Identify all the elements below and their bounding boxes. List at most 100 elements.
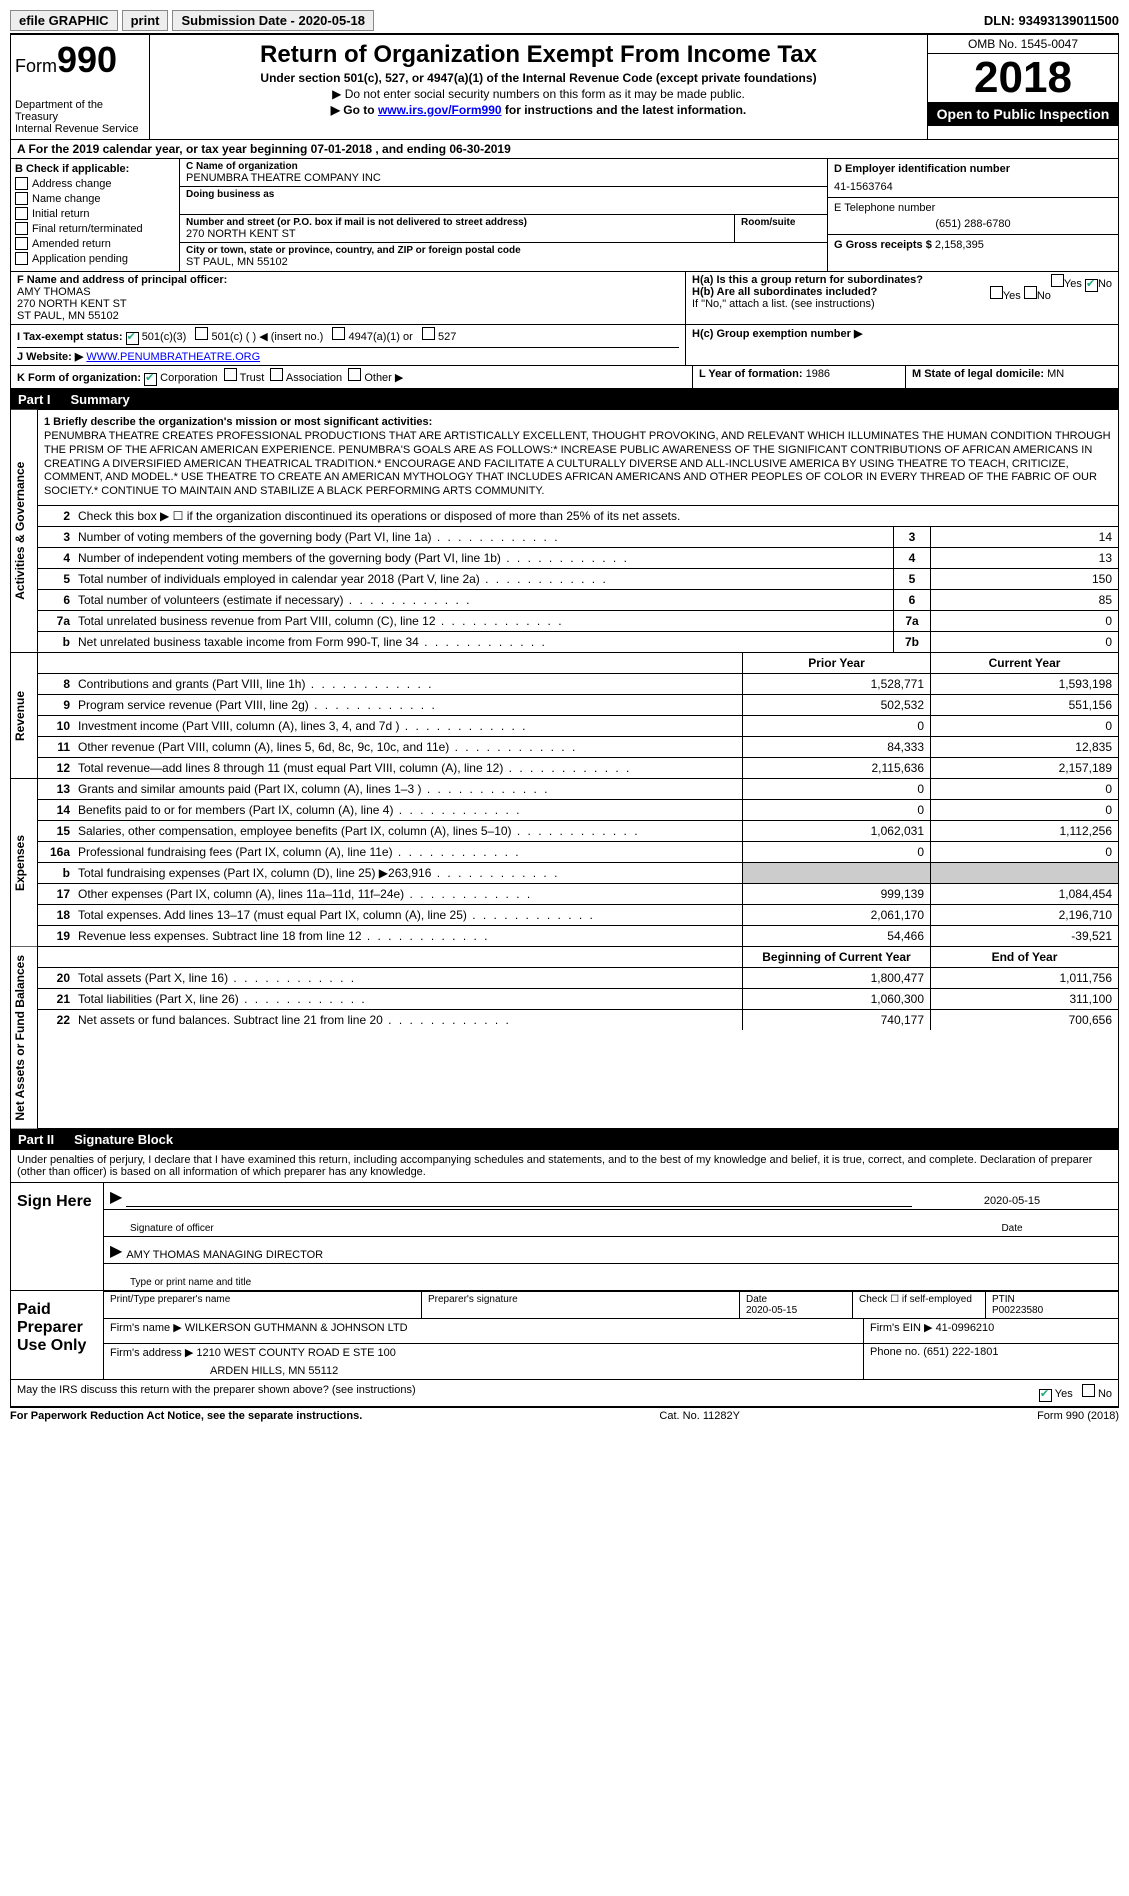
table-row: 11Other revenue (Part VIII, column (A), …	[38, 737, 1118, 758]
application-pending-checkbox[interactable]	[15, 252, 28, 265]
section-b-label: B Check if applicable:	[15, 163, 175, 175]
domicile-label: M State of legal domicile:	[912, 368, 1044, 380]
submission-date-label: Submission Date - 2020-05-18	[172, 10, 374, 31]
ssn-note: ▶ Do not enter social security numbers o…	[154, 87, 923, 101]
527-checkbox[interactable]	[422, 327, 435, 340]
table-row: 18Total expenses. Add lines 13–17 (must …	[38, 905, 1118, 926]
table-row: 15Salaries, other compensation, employee…	[38, 821, 1118, 842]
corp-checkbox[interactable]	[144, 373, 157, 386]
officer-printed-name: AMY THOMAS MANAGING DIRECTOR	[126, 1249, 323, 1261]
ein-value: 41-1563764	[834, 181, 1112, 193]
501c-checkbox[interactable]	[195, 327, 208, 340]
phone-value: (651) 288-6780	[834, 218, 1112, 230]
table-row: 19Revenue less expenses. Subtract line 1…	[38, 926, 1118, 946]
ha-yes-checkbox[interactable]	[1051, 274, 1064, 287]
gross-receipts-label: G Gross receipts $	[834, 239, 932, 251]
assoc-checkbox[interactable]	[270, 368, 283, 381]
other-checkbox[interactable]	[348, 368, 361, 381]
mission-text: PENUMBRA THEATRE CREATES PROFESSIONAL PR…	[44, 430, 1112, 499]
discuss-yes-checkbox[interactable]	[1039, 1389, 1052, 1402]
form-footer: Form 990 (2018)	[1037, 1410, 1119, 1422]
address-change-checkbox[interactable]	[15, 177, 28, 190]
form-number: 990	[57, 39, 117, 80]
name-change-checkbox[interactable]	[15, 192, 28, 205]
signature-block: Under penalties of perjury, I declare th…	[10, 1150, 1119, 1407]
table-row: 7aTotal unrelated business revenue from …	[38, 611, 1118, 632]
officer-name: AMY THOMAS	[17, 286, 679, 298]
arrow-icon: ▶	[110, 1187, 122, 1207]
org-name: PENUMBRA THEATRE COMPANY INC	[186, 172, 821, 184]
firm-ein-label: Firm's EIN ▶	[870, 1322, 933, 1334]
arrow-icon: ▶	[110, 1241, 122, 1261]
catalog-number: Cat. No. 11282Y	[659, 1410, 740, 1422]
city-label: City or town, state or province, country…	[186, 245, 821, 256]
print-button[interactable]: print	[122, 10, 169, 31]
501c3-checkbox[interactable]	[126, 332, 139, 345]
firm-phone-label: Phone no.	[870, 1346, 920, 1358]
tax-year: 2018	[928, 54, 1118, 102]
year-formation-value: 1986	[806, 368, 830, 380]
table-row: 13Grants and similar amounts paid (Part …	[38, 779, 1118, 800]
ha-no-checkbox[interactable]	[1085, 279, 1098, 292]
dln-label: DLN: 93493139011500	[984, 13, 1119, 28]
revenue-section: Revenue Prior Year Current Year 8Contrib…	[10, 653, 1119, 779]
ha-label: H(a) Is this a group return for subordin…	[692, 274, 923, 286]
discuss-no-checkbox[interactable]	[1082, 1384, 1095, 1397]
line2-label: Check this box ▶ ☐ if the organization d…	[74, 506, 1118, 526]
table-row: 21Total liabilities (Part X, line 26)1,0…	[38, 989, 1118, 1010]
4947-checkbox[interactable]	[332, 327, 345, 340]
form-prefix: Form	[15, 56, 57, 76]
firm-addr2: ARDEN HILLS, MN 55112	[210, 1365, 857, 1377]
table-row: 9Program service revenue (Part VIII, lin…	[38, 695, 1118, 716]
sig-officer-label: Signature of officer	[130, 1223, 214, 1234]
table-row: bNet unrelated business taxable income f…	[38, 632, 1118, 652]
org-website-link[interactable]: WWW.PENUMBRATHEATRE.ORG	[86, 351, 260, 363]
net-assets-tab: Net Assets or Fund Balances	[11, 947, 38, 1129]
form-subtitle: Under section 501(c), 527, or 4947(a)(1)…	[154, 71, 923, 85]
prep-name-label: Print/Type preparer's name	[104, 1292, 422, 1318]
governance-section: Activities & Governance 1 Briefly descri…	[10, 410, 1119, 653]
table-row: 10Investment income (Part VIII, column (…	[38, 716, 1118, 737]
table-row: 6Total number of volunteers (estimate if…	[38, 590, 1118, 611]
paperwork-notice: For Paperwork Reduction Act Notice, see …	[10, 1410, 362, 1422]
paid-preparer-label: Paid Preparer Use Only	[11, 1291, 104, 1379]
discuss-label: May the IRS discuss this return with the…	[17, 1384, 416, 1402]
date-label: Date	[912, 1223, 1112, 1234]
sign-here-label: Sign Here	[11, 1183, 104, 1290]
hb-no-checkbox[interactable]	[1024, 286, 1037, 299]
website-note: ▶ Go to www.irs.gov/Form990 for instruct…	[154, 103, 923, 117]
form-title: Return of Organization Exempt From Incom…	[154, 41, 923, 69]
officer-name-label: Type or print name and title	[130, 1277, 251, 1288]
dept-label: Department of the Treasury	[15, 99, 145, 123]
form-org-row: K Form of organization: Corporation Trus…	[10, 366, 1119, 389]
final-return-checkbox[interactable]	[15, 222, 28, 235]
prep-date: 2020-05-15	[746, 1305, 846, 1316]
table-row: 20Total assets (Part X, line 16)1,800,47…	[38, 968, 1118, 989]
form-org-label: K Form of organization:	[17, 372, 141, 384]
net-assets-section: Net Assets or Fund Balances Beginning of…	[10, 947, 1119, 1130]
hb-yes-checkbox[interactable]	[990, 286, 1003, 299]
address-label: Number and street (or P.O. box if mail i…	[186, 217, 728, 228]
public-inspection-label: Open to Public Inspection	[928, 102, 1118, 126]
exempt-label: I Tax-exempt status:	[17, 331, 123, 343]
irs-link[interactable]: www.irs.gov/Form990	[378, 103, 502, 117]
beginning-year-header: Beginning of Current Year	[742, 947, 930, 967]
initial-return-checkbox[interactable]	[15, 207, 28, 220]
officer-addr1: 270 NORTH KENT ST	[17, 298, 679, 310]
officer-label: F Name and address of principal officer:	[17, 274, 679, 286]
exempt-website-row: I Tax-exempt status: 501(c)(3) 501(c) ( …	[10, 325, 1119, 366]
table-row: 22Net assets or fund balances. Subtract …	[38, 1010, 1118, 1030]
ptin-label: PTIN	[992, 1294, 1112, 1305]
table-row: 16aProfessional fundraising fees (Part I…	[38, 842, 1118, 863]
table-row: 12Total revenue—add lines 8 through 11 (…	[38, 758, 1118, 778]
city-state-zip: ST PAUL, MN 55102	[186, 256, 821, 268]
officer-row: F Name and address of principal officer:…	[10, 272, 1119, 325]
trust-checkbox[interactable]	[224, 368, 237, 381]
domicile-value: MN	[1047, 368, 1064, 380]
amended-return-checkbox[interactable]	[15, 237, 28, 250]
prior-year-header: Prior Year	[742, 653, 930, 673]
top-bar: efile GRAPHIC print Submission Date - 20…	[10, 10, 1119, 35]
gross-receipts-value: 2,158,395	[935, 239, 984, 251]
table-row: 5Total number of individuals employed in…	[38, 569, 1118, 590]
room-label: Room/suite	[741, 217, 821, 228]
